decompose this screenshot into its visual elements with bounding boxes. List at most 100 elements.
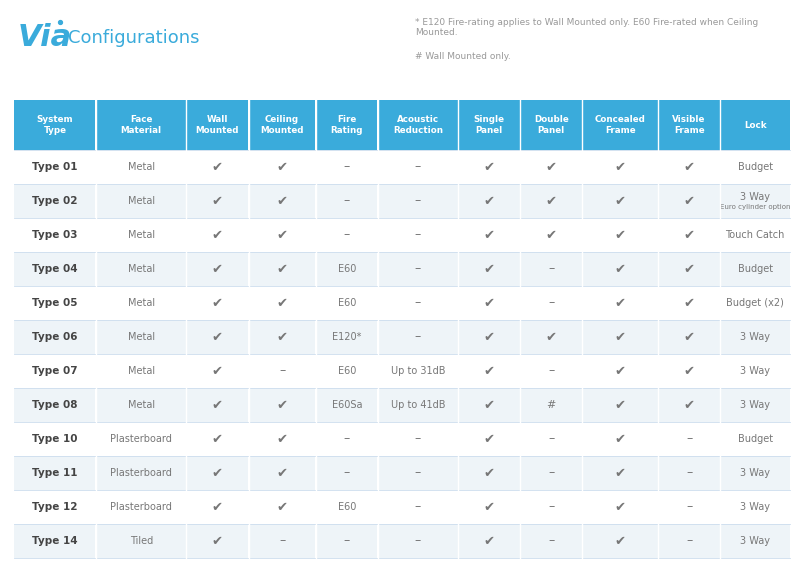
Text: ✔: ✔	[212, 297, 223, 310]
Text: Up to 31dB: Up to 31dB	[390, 366, 446, 376]
Text: –: –	[344, 228, 350, 241]
Text: Metal: Metal	[128, 332, 154, 342]
Bar	[582, 184, 658, 218]
Text: ✔: ✔	[683, 399, 694, 412]
Bar	[582, 218, 658, 252]
Text: Euro cylinder option: Euro cylinder option	[720, 204, 790, 210]
Text: ✔: ✔	[483, 500, 494, 513]
Text: ✔: ✔	[483, 297, 494, 310]
Bar	[316, 184, 378, 218]
Bar	[658, 286, 720, 320]
Bar	[720, 490, 790, 524]
Text: –: –	[686, 500, 692, 513]
Text: Configurations: Configurations	[68, 29, 199, 47]
Bar	[316, 388, 378, 422]
Bar	[378, 354, 458, 388]
Text: –: –	[548, 466, 554, 479]
Text: ✔: ✔	[614, 228, 626, 241]
Bar	[378, 286, 458, 320]
Bar	[582, 286, 658, 320]
Bar	[582, 320, 658, 354]
Bar	[458, 286, 520, 320]
Bar	[720, 218, 790, 252]
Text: –: –	[279, 364, 286, 377]
Text: E60: E60	[338, 264, 356, 274]
Bar	[582, 354, 658, 388]
Bar	[14, 422, 95, 456]
Text: Single
Panel: Single Panel	[474, 115, 505, 135]
Text: ✔: ✔	[614, 500, 626, 513]
Text: –: –	[344, 466, 350, 479]
Bar	[316, 100, 378, 150]
Bar	[14, 456, 95, 490]
Bar	[249, 218, 315, 252]
Text: ✔: ✔	[212, 500, 223, 513]
Bar	[520, 252, 582, 286]
Text: E60: E60	[338, 502, 356, 512]
Bar	[378, 218, 458, 252]
Bar	[378, 558, 458, 564]
Text: 3 Way: 3 Way	[740, 400, 770, 410]
Text: ✔: ✔	[614, 433, 626, 446]
Text: Metal: Metal	[128, 298, 154, 308]
Bar	[582, 100, 658, 150]
Text: –: –	[415, 500, 421, 513]
Text: ✔: ✔	[483, 331, 494, 343]
Text: ✔: ✔	[546, 228, 557, 241]
Text: Ceiling
Mounted: Ceiling Mounted	[261, 115, 304, 135]
Bar	[249, 558, 315, 564]
Text: E60Sa: E60Sa	[331, 400, 362, 410]
Text: ✔: ✔	[212, 195, 223, 208]
Text: ✔: ✔	[614, 195, 626, 208]
Text: Concealed
Frame: Concealed Frame	[594, 115, 646, 135]
Text: Type 05: Type 05	[32, 298, 78, 308]
Bar	[14, 558, 95, 564]
Bar	[458, 422, 520, 456]
Bar	[186, 252, 248, 286]
Bar	[186, 320, 248, 354]
Text: ✔: ✔	[614, 262, 626, 275]
Text: ✔: ✔	[683, 297, 694, 310]
Bar	[720, 456, 790, 490]
Text: –: –	[415, 297, 421, 310]
Bar	[96, 184, 186, 218]
Text: Acoustic
Reduction: Acoustic Reduction	[393, 115, 443, 135]
Text: –: –	[415, 433, 421, 446]
Text: –: –	[344, 535, 350, 548]
Bar	[520, 354, 582, 388]
Bar	[458, 218, 520, 252]
Bar	[582, 558, 658, 564]
Bar	[520, 558, 582, 564]
Bar	[249, 456, 315, 490]
Text: ✔: ✔	[614, 364, 626, 377]
Bar	[14, 286, 95, 320]
Bar	[520, 490, 582, 524]
Text: ✔: ✔	[277, 262, 288, 275]
Bar	[520, 100, 582, 150]
Text: Metal: Metal	[128, 366, 154, 376]
Bar	[658, 184, 720, 218]
Text: –: –	[279, 535, 286, 548]
Bar	[378, 100, 458, 150]
Bar	[316, 320, 378, 354]
Text: ✔: ✔	[546, 331, 557, 343]
Text: Type 03: Type 03	[32, 230, 78, 240]
Text: ✔: ✔	[212, 364, 223, 377]
Text: E60: E60	[338, 366, 356, 376]
Bar	[96, 252, 186, 286]
Text: ✔: ✔	[212, 228, 223, 241]
Bar	[658, 354, 720, 388]
Text: ✔: ✔	[614, 535, 626, 548]
Bar	[14, 388, 95, 422]
Bar	[316, 524, 378, 558]
Text: ✔: ✔	[212, 331, 223, 343]
Text: ✔: ✔	[483, 399, 494, 412]
Text: ✔: ✔	[212, 161, 223, 174]
Text: ✔: ✔	[277, 500, 288, 513]
Text: #: #	[546, 400, 556, 410]
Text: Metal: Metal	[128, 196, 154, 206]
Bar	[520, 320, 582, 354]
Bar	[582, 422, 658, 456]
Text: Wall
Mounted: Wall Mounted	[196, 115, 239, 135]
Bar	[720, 184, 790, 218]
